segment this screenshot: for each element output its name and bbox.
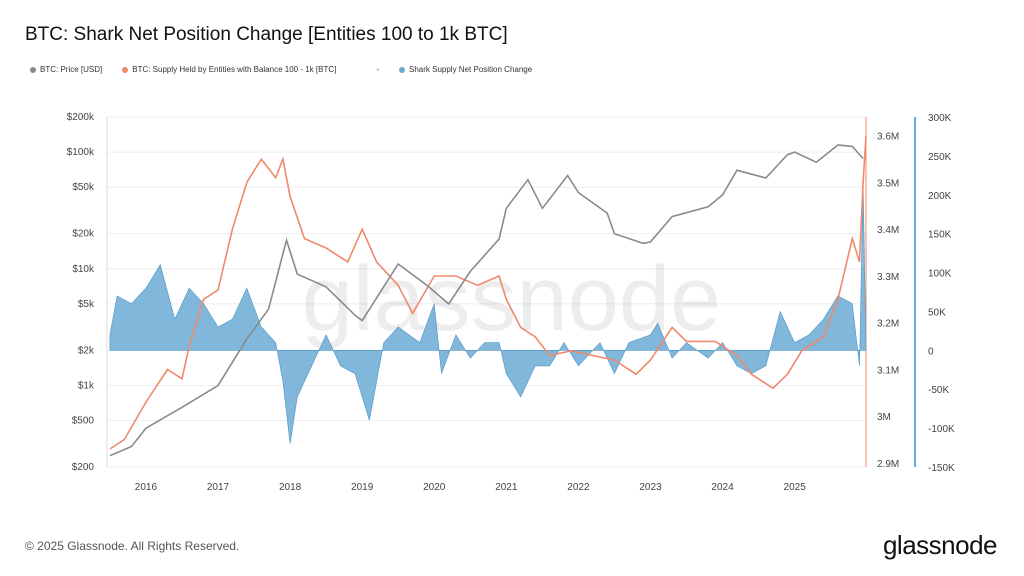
net-tick-label: -150K [928, 463, 955, 474]
supply-tick-label: 3.4M [877, 225, 899, 236]
net-tick-label: 100K [928, 269, 952, 280]
legend-item-net-change[interactable]: Shark Supply Net Position Change [399, 65, 532, 74]
chart-title: BTC: Shark Net Position Change [Entities… [25, 24, 508, 45]
x-tick-label: 2019 [351, 482, 374, 493]
supply-tick-label: 2.9M [877, 459, 899, 470]
price-tick-label: $10k [72, 264, 95, 275]
price-tick-label: $100k [67, 147, 95, 158]
legend-label: BTC: Price [USD] [40, 65, 103, 74]
legend-label: Shark Supply Net Position Change [409, 65, 533, 74]
x-tick-label: 2020 [423, 482, 446, 493]
glassnode-logo: glassnode [882, 530, 998, 560]
net-tick-label: 50K [928, 307, 946, 318]
supply-tick-label: 3.5M [877, 178, 899, 189]
x-tick-label: 2021 [495, 482, 518, 493]
supply-tick-label: 3M [877, 412, 891, 423]
legend-item-price[interactable]: BTC: Price [USD] [30, 65, 102, 74]
net-position-area [109, 180, 867, 444]
price-tick-label: $200k [67, 112, 95, 123]
price-tick-label: $1k [78, 380, 95, 391]
supply-tick-label: 3.3M [877, 272, 899, 283]
price-tick-label: $2k [78, 345, 95, 356]
price-tick-label: $500 [72, 416, 95, 427]
price-line [109, 144, 864, 457]
legend-item-supply[interactable]: BTC: Supply Held by Entities with Balanc… [122, 65, 336, 74]
legend-label: - [376, 65, 379, 74]
supply-tick-label: 3.2M [877, 319, 899, 330]
net-tick-label: 250K [928, 152, 952, 163]
supply-tick-label: 3.1M [877, 365, 899, 376]
net-tick-label: 300K [928, 113, 952, 124]
supply-line [109, 135, 867, 450]
legend: BTC: Price [USD] BTC: Supply Held by Ent… [30, 65, 552, 74]
net-tick-label: 200K [928, 191, 952, 202]
x-tick-label: 2018 [279, 482, 302, 493]
net-tick-label: 0 [928, 346, 934, 357]
supply-tick-label: 3.6M [877, 132, 899, 143]
legend-swatch [30, 66, 36, 73]
net-tick-label: 150K [928, 230, 952, 241]
price-tick-label: $50k [72, 182, 95, 193]
price-tick-label: $5k [78, 299, 95, 310]
legend-separator: - [376, 65, 379, 74]
net-tick-label: -100K [928, 424, 955, 435]
copyright: © 2025 Glassnode. All Rights Reserved. [25, 539, 240, 553]
price-tick-label: $20k [72, 229, 95, 240]
legend-swatch [122, 66, 129, 73]
x-tick-label: 2025 [784, 482, 807, 493]
x-tick-label: 2017 [207, 482, 230, 493]
x-tick-label: 2016 [135, 482, 158, 493]
legend-label: BTC: Supply Held by Entities with Balanc… [132, 65, 337, 74]
price-tick-label: $200 [72, 462, 95, 473]
x-tick-label: 2022 [567, 482, 590, 493]
x-tick-label: 2023 [639, 482, 662, 493]
legend-swatch [399, 66, 405, 73]
net-tick-label: -50K [928, 385, 949, 396]
x-tick-label: 2024 [711, 482, 734, 493]
